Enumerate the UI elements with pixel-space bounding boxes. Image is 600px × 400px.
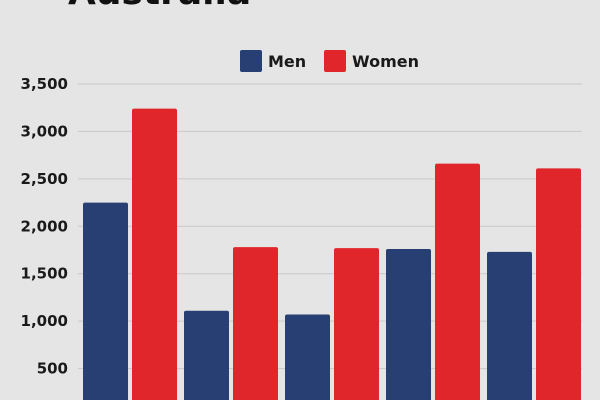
y-tick-label: 500 (37, 360, 68, 378)
y-tick-label: 2,000 (21, 217, 68, 235)
bar-men (487, 251, 532, 400)
y-tick-label: 3,500 (21, 75, 68, 93)
bar-women (435, 163, 480, 400)
y-tick-label: 1,000 (21, 312, 68, 330)
bar-women (132, 108, 177, 400)
y-tick-label: 2,500 (21, 170, 68, 188)
bar-men (285, 314, 330, 400)
legend-label-women: Women (352, 52, 419, 71)
legend: Men Women (240, 50, 419, 72)
legend-label-men: Men (268, 52, 306, 71)
bar-women (233, 247, 278, 400)
legend-swatch-men (240, 50, 262, 72)
bar-men (83, 202, 128, 400)
legend-swatch-women (324, 50, 346, 72)
bar-men (386, 249, 431, 400)
chart-title: Australia (68, 0, 251, 13)
bar-men (184, 310, 229, 400)
bars (83, 108, 581, 400)
bar-women (536, 168, 581, 400)
y-tick-label: 1,500 (21, 265, 68, 283)
bar-women (334, 248, 379, 400)
y-axis-ticks: 500 1,000 1,500 2,000 2,500 3,000 3,500 (21, 75, 68, 378)
y-tick-label: 3,000 (21, 122, 68, 140)
